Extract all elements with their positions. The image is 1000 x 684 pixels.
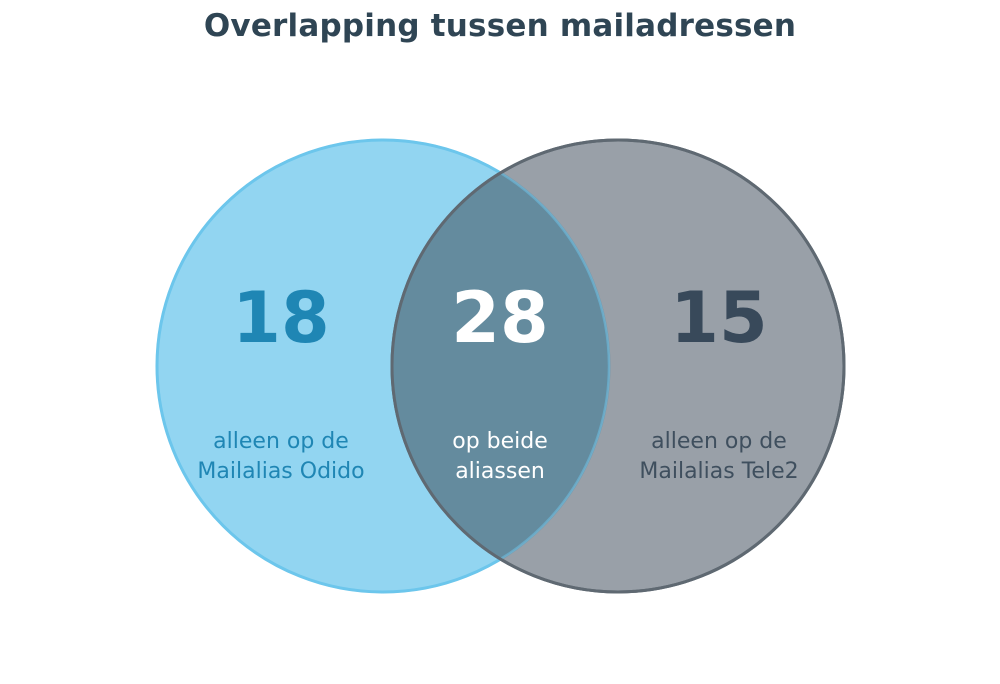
left-circle-outline xyxy=(155,138,611,594)
left-label-line2: Mailalias Odido xyxy=(197,459,364,484)
overlap-label-line1: op beide xyxy=(452,429,548,454)
overlap-region xyxy=(392,140,609,592)
overlap-count: 28 xyxy=(451,277,548,359)
left-count: 18 xyxy=(232,277,329,359)
right-count: 15 xyxy=(670,277,767,359)
overlap-label-line2: aliassen xyxy=(455,459,545,484)
right-label-line1: alleen op de xyxy=(651,429,787,454)
right-circle-outline xyxy=(390,138,846,594)
diagram-title: Overlapping tussen mailadressen xyxy=(203,8,797,44)
left-label-line1: alleen op de xyxy=(213,429,349,454)
right-label-line2: Mailalias Tele2 xyxy=(639,459,798,484)
